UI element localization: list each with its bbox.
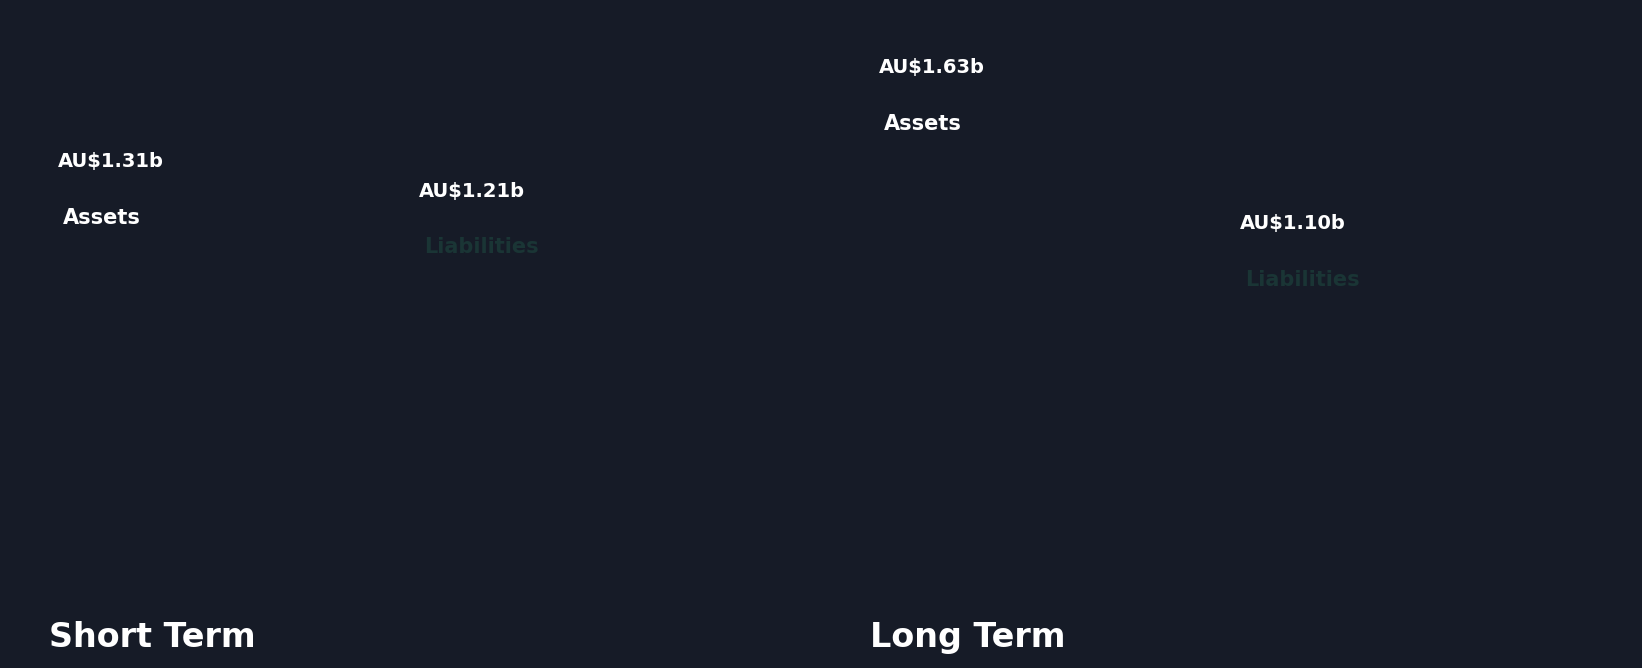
Text: Assets: Assets: [62, 208, 140, 228]
Text: AU$1.21b: AU$1.21b: [419, 182, 525, 201]
Text: AU$1.10b: AU$1.10b: [1240, 214, 1345, 233]
Text: AU$1.63b: AU$1.63b: [878, 58, 984, 77]
Text: Assets: Assets: [883, 114, 961, 134]
Text: Long Term: Long Term: [870, 621, 1066, 654]
Text: AU$1.31b: AU$1.31b: [57, 152, 163, 171]
Text: Liabilities: Liabilities: [424, 238, 539, 257]
Text: Short Term: Short Term: [49, 621, 256, 654]
Text: Liabilities: Liabilities: [1245, 270, 1360, 290]
